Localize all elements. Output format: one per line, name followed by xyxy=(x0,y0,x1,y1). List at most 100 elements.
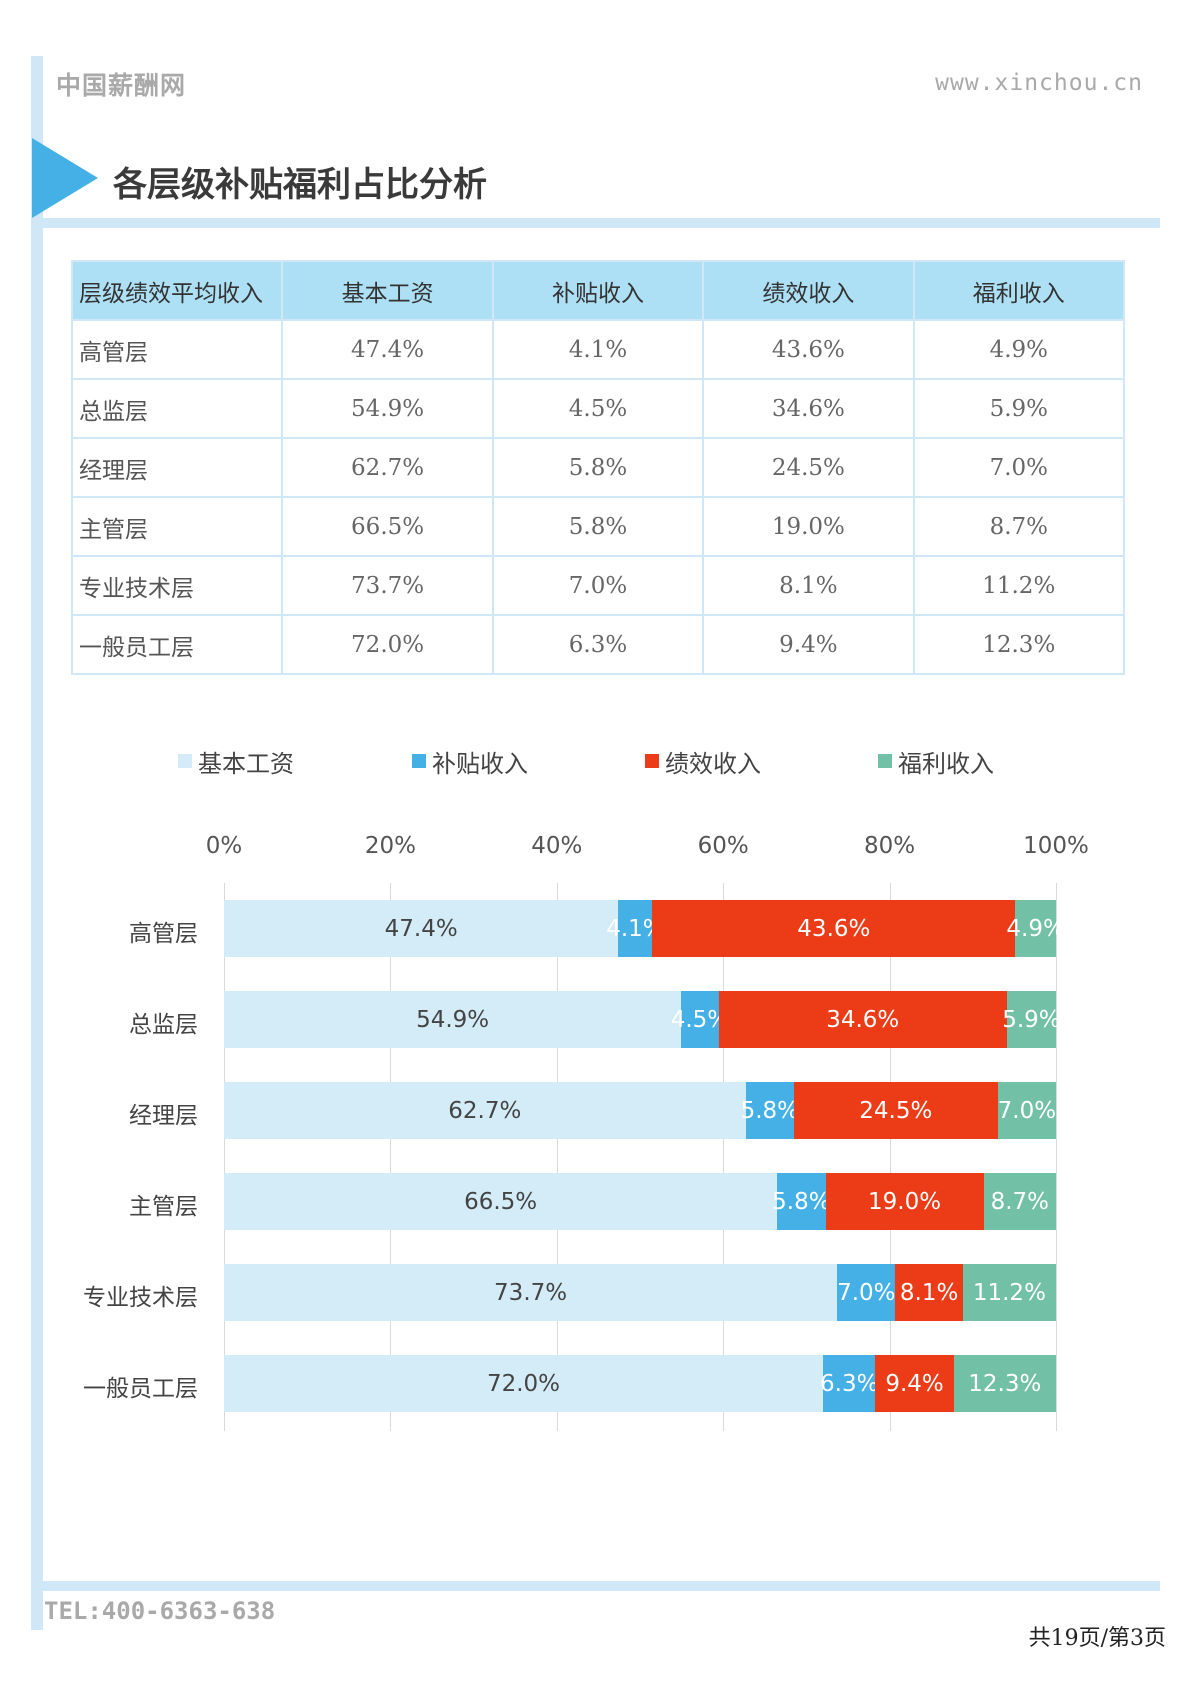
data-label: 43.6% xyxy=(797,915,871,942)
table-cell: 5.9% xyxy=(912,378,1126,439)
data-label: 54.9% xyxy=(416,1006,490,1033)
data-label: 66.5% xyxy=(464,1188,538,1215)
left-accent-bar xyxy=(31,56,43,1630)
table-cell: 高管层 xyxy=(70,319,284,380)
table-cell: 19.0% xyxy=(702,496,915,557)
table-cell: 5.8% xyxy=(491,437,705,498)
table-cell: 62.7% xyxy=(281,437,494,498)
bar-segment: 47.4% xyxy=(224,900,619,957)
table-cell: 4.9% xyxy=(912,319,1126,380)
gridline xyxy=(224,883,225,1431)
table-cell: 73.7% xyxy=(281,555,494,616)
brand-name: 中国薪酬网 xyxy=(56,71,187,100)
data-label: 4.9% xyxy=(1006,915,1065,942)
bar-segment: 62.7% xyxy=(224,1082,746,1139)
bar-segment: 34.6% xyxy=(718,991,1007,1048)
data-label: 73.7% xyxy=(494,1279,568,1306)
data-label: 8.7% xyxy=(990,1188,1050,1215)
bar-segment: 19.0% xyxy=(825,1173,984,1230)
category-label: 总监层 xyxy=(129,1012,198,1038)
bar-segment: 8.1% xyxy=(895,1264,963,1321)
table-header: 层级绩效平均收入 xyxy=(70,260,284,321)
title-divider xyxy=(32,218,1160,228)
table-cell: 7.0% xyxy=(912,437,1126,498)
table-row: 总监层 54.9% 4.5% 34.6% 5.9% xyxy=(70,378,1126,439)
table-cell: 34.6% xyxy=(702,378,915,439)
bar-segment: 5.8% xyxy=(772,1173,831,1230)
income-table: 层级绩效平均收入 基本工资 补贴收入 绩效收入 福利收入 高管层 47.4% 4… xyxy=(70,260,1126,675)
category-label: 主管层 xyxy=(129,1194,198,1220)
table-header: 基本工资 xyxy=(281,260,494,321)
data-label: 24.5% xyxy=(859,1097,933,1124)
table-cell: 4.1% xyxy=(491,319,705,380)
page-title: 各层级补贴福利占比分析 xyxy=(113,165,487,205)
table-cell: 7.0% xyxy=(491,555,705,616)
bar-segment: 4.1% xyxy=(606,900,665,957)
legend-swatch xyxy=(412,754,426,768)
table-cell: 8.7% xyxy=(912,496,1126,557)
bar-segment: 4.5% xyxy=(671,991,729,1048)
bar-segment: 43.6% xyxy=(652,900,1016,957)
category-label: 一般员工层 xyxy=(83,1376,198,1402)
data-label: 72.0% xyxy=(486,1370,561,1397)
table-cell: 6.3% xyxy=(491,614,705,675)
data-label: 5.8% xyxy=(772,1188,831,1215)
table-header-row: 层级绩效平均收入 基本工资 补贴收入 绩效收入 福利收入 xyxy=(70,260,1126,321)
table-row: 专业技术层 73.7% 7.0% 8.1% 11.2% xyxy=(70,555,1126,616)
x-tick-label: 20% xyxy=(364,833,416,859)
x-tick-label: 60% xyxy=(697,833,749,859)
bar-segment: 24.5% xyxy=(793,1082,998,1139)
table-header: 补贴收入 xyxy=(491,260,705,321)
data-label: 19.0% xyxy=(868,1188,942,1215)
table-cell: 5.8% xyxy=(491,496,705,557)
table-cell: 4.5% xyxy=(491,378,705,439)
data-label: 47.4% xyxy=(384,915,458,942)
legend-item: 福利收入 xyxy=(878,746,994,778)
legend-item: 基本工资 xyxy=(178,746,294,778)
table-cell: 9.4% xyxy=(702,614,915,675)
table-header: 绩效收入 xyxy=(702,260,915,321)
gridline xyxy=(723,883,724,1431)
gridline xyxy=(1056,883,1057,1431)
bar-segment: 7.0% xyxy=(998,1082,1056,1139)
x-tick-label: 0% xyxy=(205,833,243,859)
data-label: 9.4% xyxy=(885,1370,944,1397)
bar-segment: 5.8% xyxy=(741,1082,799,1139)
bar-segment: 54.9% xyxy=(224,991,682,1048)
table-cell: 47.4% xyxy=(281,319,494,380)
data-label: 62.7% xyxy=(448,1097,522,1124)
legend-label: 基本工资 xyxy=(198,749,294,778)
bar-segment: 8.7% xyxy=(983,1173,1056,1230)
bar-segment: 4.9% xyxy=(1006,900,1065,957)
data-label: 7.0% xyxy=(837,1279,896,1306)
data-label: 8.1% xyxy=(899,1279,959,1306)
bar-segment: 72.0% xyxy=(224,1355,824,1412)
table-row: 一般员工层 72.0% 6.3% 9.4% 12.3% xyxy=(70,614,1126,675)
data-label: 11.2% xyxy=(972,1279,1046,1306)
title-arrow-icon xyxy=(32,138,98,218)
table-cell: 经理层 xyxy=(70,437,284,498)
legend-label: 补贴收入 xyxy=(432,749,528,778)
table-cell: 72.0% xyxy=(281,614,494,675)
table-cell: 一般员工层 xyxy=(70,614,284,675)
table-cell: 24.5% xyxy=(702,437,915,498)
legend-swatch xyxy=(878,754,892,768)
data-label: 5.9% xyxy=(1002,1006,1061,1033)
bar-segment: 6.3% xyxy=(820,1355,878,1412)
x-tick-label: 100% xyxy=(1023,833,1089,859)
legend-swatch xyxy=(178,754,192,768)
table-cell: 43.6% xyxy=(702,319,915,380)
legend-swatch xyxy=(645,754,659,768)
category-label: 经理层 xyxy=(129,1103,198,1129)
x-tick-label: 80% xyxy=(864,833,916,859)
table-cell: 总监层 xyxy=(70,378,284,439)
table-row: 主管层 66.5% 5.8% 19.0% 8.7% xyxy=(70,496,1126,557)
legend-label: 福利收入 xyxy=(898,749,994,778)
bar-segment: 11.2% xyxy=(962,1264,1056,1321)
bar-segment: 9.4% xyxy=(875,1355,954,1412)
table-cell: 11.2% xyxy=(912,555,1126,616)
bar-segment: 12.3% xyxy=(953,1355,1056,1412)
table-cell: 专业技术层 xyxy=(70,555,284,616)
gridline xyxy=(890,883,891,1431)
table-cell: 54.9% xyxy=(281,378,494,439)
